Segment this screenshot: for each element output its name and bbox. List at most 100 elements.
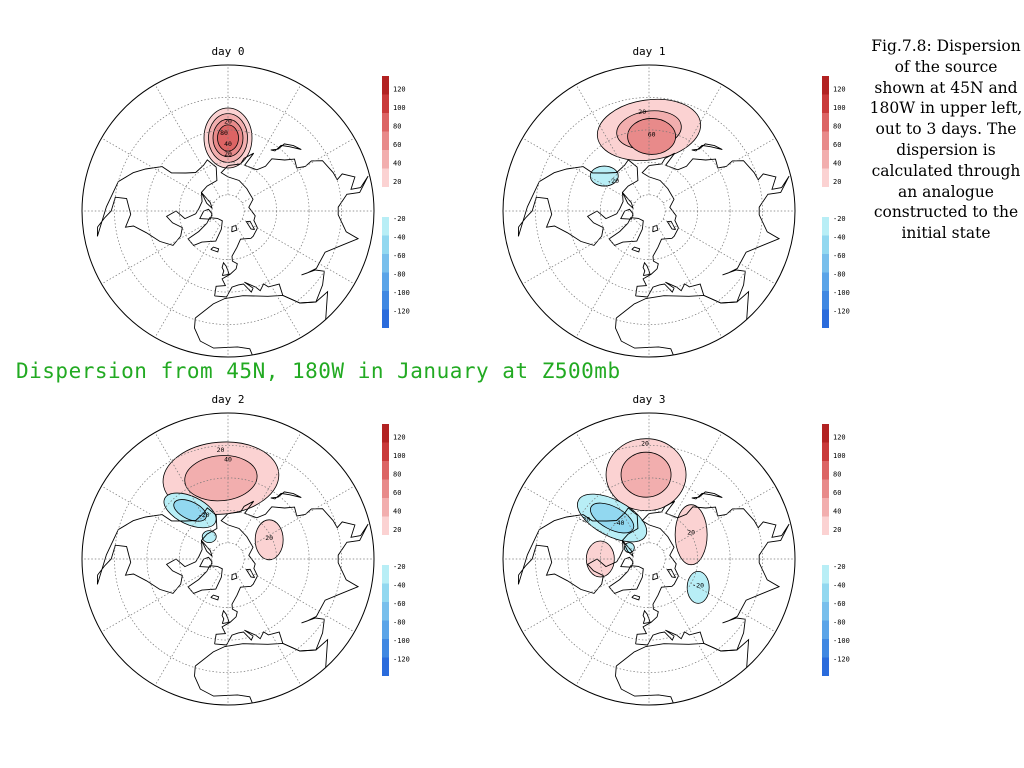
colorbar-swatch-negative xyxy=(822,602,829,621)
colorbar-tick-label: -40 xyxy=(393,234,406,242)
colorbar-tick-label: 20 xyxy=(833,178,841,186)
colorbar-tick-label: 60 xyxy=(833,489,841,497)
negative-anomaly-contour xyxy=(590,502,635,534)
colorbar-swatch-positive xyxy=(382,442,389,461)
coastline xyxy=(615,290,754,357)
coastline xyxy=(620,208,634,220)
graticule xyxy=(82,413,374,705)
colorbar-tick-label: -60 xyxy=(833,600,846,608)
coastline xyxy=(96,507,218,594)
coastline xyxy=(210,594,220,601)
coastline xyxy=(214,500,369,652)
colorbar-swatch-negative xyxy=(382,565,389,584)
colorbar-tick-label: 80 xyxy=(833,123,841,131)
colorbar-tick-label: 100 xyxy=(833,104,846,112)
positive-anomaly-contour xyxy=(620,451,672,498)
colorbar-tick-label: 120 xyxy=(833,434,846,442)
latitude-circle xyxy=(146,129,310,293)
colorbar-swatch-positive xyxy=(822,479,829,498)
latitude-circle xyxy=(114,445,342,673)
colorbar-tick-label: 40 xyxy=(393,508,401,516)
colorbar-day1: 120 100 80 60 40 20 -20 -40 -60 -80 -100 -120 xyxy=(822,76,882,346)
colorbar-swatch-positive xyxy=(382,76,389,95)
contour-label: 20 xyxy=(224,117,232,125)
colorbar-tick-label: 120 xyxy=(393,434,406,442)
positive-anomaly-contour xyxy=(184,455,258,502)
colorbar-tick-label: -20 xyxy=(833,563,846,571)
figure-caption: Fig.7.8: Dispersion of the source shown … xyxy=(869,37,1023,243)
coastline-layer xyxy=(96,143,369,357)
colorbar-swatch-positive xyxy=(822,131,829,150)
colorbar-swatch-negative xyxy=(822,291,829,310)
meridian-line xyxy=(241,566,355,633)
meridian-line xyxy=(101,218,215,285)
contour-label: 80 xyxy=(220,129,228,137)
colorbar-tick-label: -120 xyxy=(833,656,850,664)
coastline xyxy=(642,609,651,625)
meridian-line xyxy=(662,218,776,285)
colorbar-tick-label: 100 xyxy=(393,104,406,112)
colorbar-day2: 120 100 80 60 40 20 -20 -40 -60 -80 -100 -120 xyxy=(382,424,442,694)
negative-anomaly-contour xyxy=(686,570,710,604)
coastline xyxy=(620,556,634,568)
anomaly-layer xyxy=(203,107,253,169)
meridian-line xyxy=(154,84,221,198)
colorbar-tick-label: -40 xyxy=(833,582,846,590)
coastline xyxy=(270,491,302,500)
coastline xyxy=(635,152,790,304)
positive-anomaly-contour xyxy=(627,118,677,155)
contour-label: 40 xyxy=(224,140,232,148)
colorbar-tick-label: -60 xyxy=(833,252,846,260)
colorbar-tick-label: -60 xyxy=(393,600,406,608)
colorbar-tick-label: -100 xyxy=(833,637,850,645)
coastline xyxy=(652,572,659,581)
latitude-circle xyxy=(632,194,666,228)
colorbar-swatch-negative xyxy=(382,583,389,602)
coastline xyxy=(194,290,333,357)
coastline xyxy=(96,159,218,246)
colorbar-swatch-negative xyxy=(822,583,829,602)
coastline xyxy=(608,565,644,594)
colorbar-swatch-negative xyxy=(382,272,389,291)
colorbar-swatch-positive xyxy=(382,131,389,150)
colorbar-tick-label: 40 xyxy=(393,160,401,168)
figure-headline: Dispersion from 45N, 180W in January at … xyxy=(16,359,621,383)
colorbar-scale: 120 100 80 60 40 20 -20 -40 -60 -80 -100 -120 xyxy=(382,76,410,328)
colorbar-tick-label: -120 xyxy=(393,308,410,316)
colorbar-tick-label: 80 xyxy=(393,471,401,479)
colorbar-swatch-negative xyxy=(382,639,389,658)
coastline xyxy=(635,500,790,652)
coastline xyxy=(231,572,238,581)
meridian-line xyxy=(656,572,723,686)
latitude-circle xyxy=(211,194,245,228)
meridian-line xyxy=(522,218,636,285)
colorbar-swatch-positive xyxy=(822,113,829,132)
meridian-line xyxy=(656,84,723,198)
coastline xyxy=(691,491,723,500)
coastline xyxy=(270,143,302,152)
coastline xyxy=(517,507,639,594)
colorbar-tick-label: 60 xyxy=(833,141,841,149)
colorbar-tick-label: -80 xyxy=(833,619,846,627)
map-border xyxy=(81,64,375,358)
coastline xyxy=(631,594,641,601)
meridian-line xyxy=(235,572,302,686)
colorbar-tick-label: -40 xyxy=(833,234,846,242)
meridian-line xyxy=(101,566,215,633)
meridian-line xyxy=(235,84,302,198)
colorbar-swatch-negative xyxy=(822,254,829,273)
contour-label: 20 xyxy=(265,534,273,542)
colorbar-swatch-positive xyxy=(822,461,829,480)
graticule xyxy=(503,65,795,357)
colorbar-swatch-negative xyxy=(382,602,389,621)
meridian-line xyxy=(154,572,221,686)
colorbar-day0: 120 100 80 60 40 20 -20 -40 -60 -80 -100 -120 xyxy=(382,76,442,346)
coastline xyxy=(691,143,723,152)
colorbar-tick-label: 80 xyxy=(393,123,401,131)
coastline xyxy=(608,217,644,246)
contour-label: 20 xyxy=(687,529,695,537)
map-panel-day0: day 0 20 40 80 20 xyxy=(78,45,378,361)
colorbar-tick-label: 80 xyxy=(833,471,841,479)
meridian-line xyxy=(662,485,776,552)
polar-map-day1: 60 20 -20 xyxy=(502,64,796,358)
